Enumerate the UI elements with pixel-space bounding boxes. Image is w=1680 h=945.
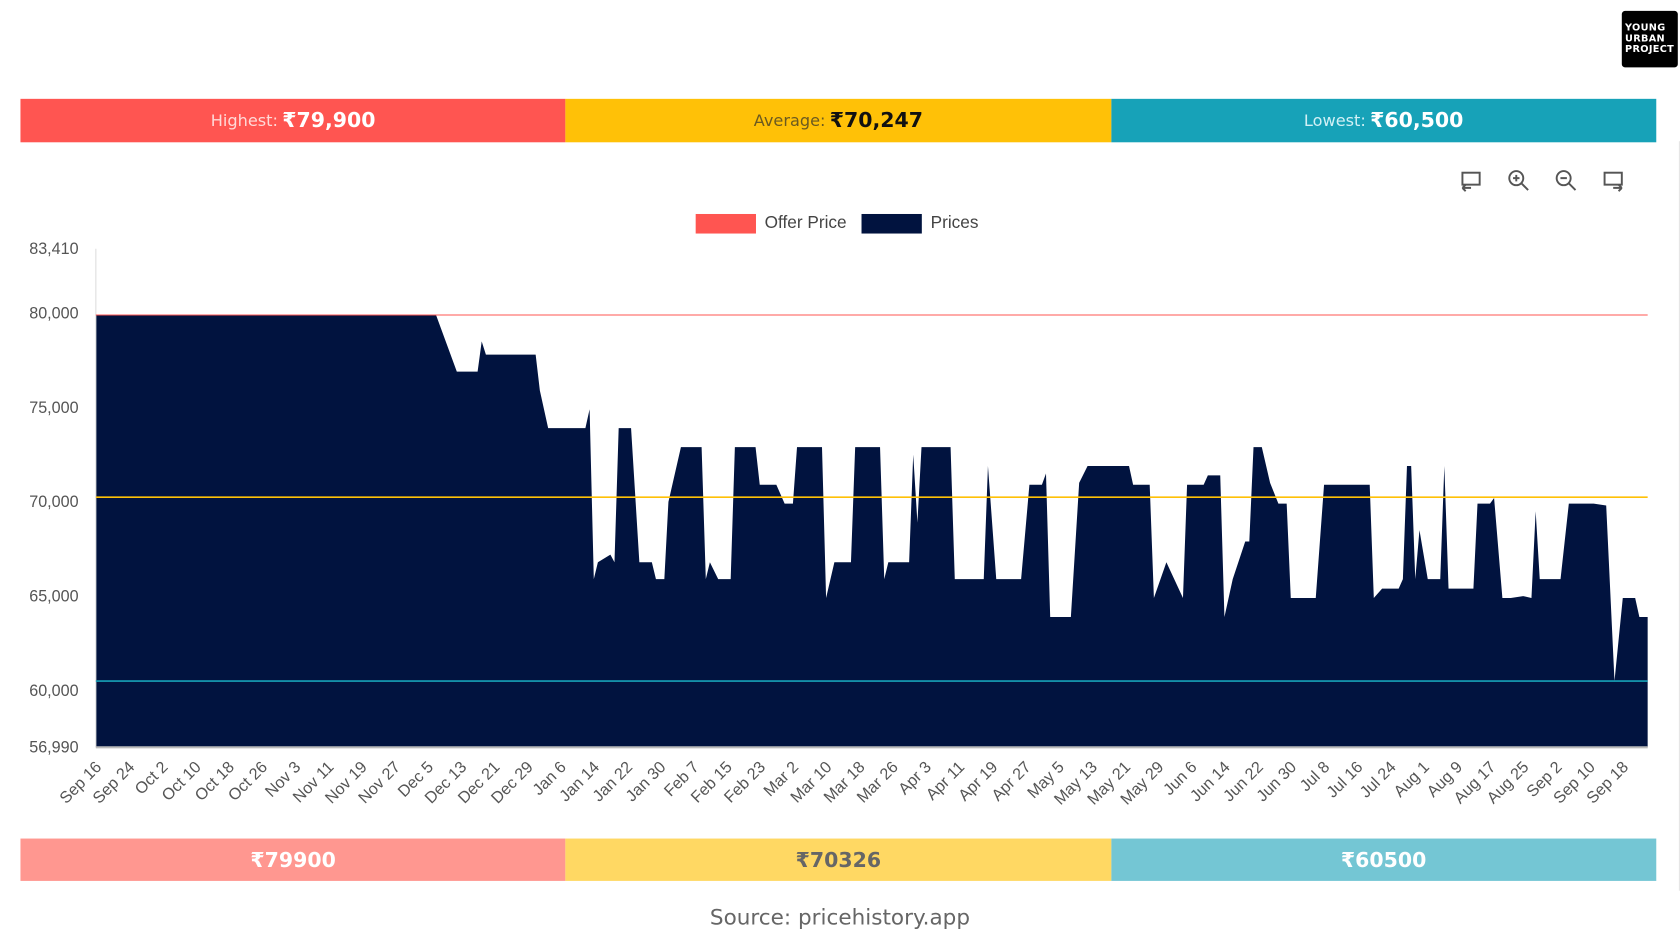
highest-price-segment: Highest: ₹79,900 — [20, 98, 566, 143]
highest-price-bottom: ₹79900 — [20, 838, 566, 881]
pan-left-icon[interactable] — [1459, 168, 1483, 192]
summary-bar-top: Highest: ₹79,900 Average: ₹70,247 Lowest… — [20, 98, 1657, 143]
logo-line: YOUNG — [1625, 22, 1666, 34]
legend-label-offer-price[interactable]: Offer Price — [764, 213, 847, 233]
x-tick-label: Jul 24 — [1357, 758, 1400, 802]
chart-border — [1678, 141, 1680, 891]
zoom-out-icon[interactable] — [1554, 168, 1578, 192]
logo-line: URBAN — [1625, 33, 1666, 45]
legend-label-prices[interactable]: Prices — [930, 213, 979, 233]
highest-value: ₹79,900 — [282, 108, 376, 133]
y-tick-label: 56,990 — [29, 739, 78, 757]
y-tick-label: 80,000 — [29, 304, 78, 322]
legend-swatch-prices[interactable] — [861, 213, 923, 234]
young-urban-project-logo: YOUNG URBAN PROJECT — [1621, 10, 1678, 68]
chart-toolbar — [1459, 168, 1625, 192]
legend-swatch-offer-price[interactable] — [695, 213, 756, 234]
zoom-in-icon[interactable] — [1507, 168, 1531, 192]
y-tick-label: 65,000 — [29, 588, 78, 606]
x-tick-label: Jul 16 — [1323, 758, 1366, 802]
y-tick-label: 75,000 — [29, 399, 78, 417]
lowest-price-bottom: ₹60500 — [1110, 838, 1657, 881]
summary-bar-bottom: ₹79900 ₹70326 ₹60500 — [20, 838, 1657, 881]
x-tick-label: Aug 1 — [1390, 758, 1433, 801]
lowest-label: Lowest: — [1303, 110, 1366, 131]
lowest-value: ₹60,500 — [1370, 108, 1464, 133]
source-caption: Source: pricehistory.app — [709, 903, 971, 930]
y-tick-label: 60,000 — [29, 682, 78, 700]
price-history-chart: 56,990 60,000 65,000 70,000 75,000 80,000 83,4… — [29, 240, 1648, 809]
average-price-segment: Average: ₹70,247 — [565, 98, 1111, 143]
chart-legend: Offer Price Prices — [695, 213, 979, 234]
logo-line: PROJECT — [1625, 44, 1675, 56]
average-value: ₹70,247 — [829, 108, 924, 133]
prices-area — [95, 314, 1648, 748]
y-tick-label: 70,000 — [29, 493, 78, 511]
average-price-bottom: ₹70326 — [565, 838, 1111, 881]
lowest-price-segment: Lowest: ₹60,500 — [1110, 98, 1657, 143]
y-tick-label: 83,410 — [29, 240, 78, 258]
average-label: Average: — [753, 110, 826, 131]
pan-right-icon[interactable] — [1601, 168, 1625, 192]
highest-label: Highest: — [210, 110, 278, 131]
